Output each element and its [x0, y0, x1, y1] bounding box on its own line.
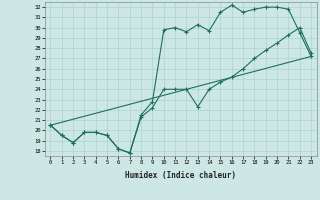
X-axis label: Humidex (Indice chaleur): Humidex (Indice chaleur) — [125, 171, 236, 180]
